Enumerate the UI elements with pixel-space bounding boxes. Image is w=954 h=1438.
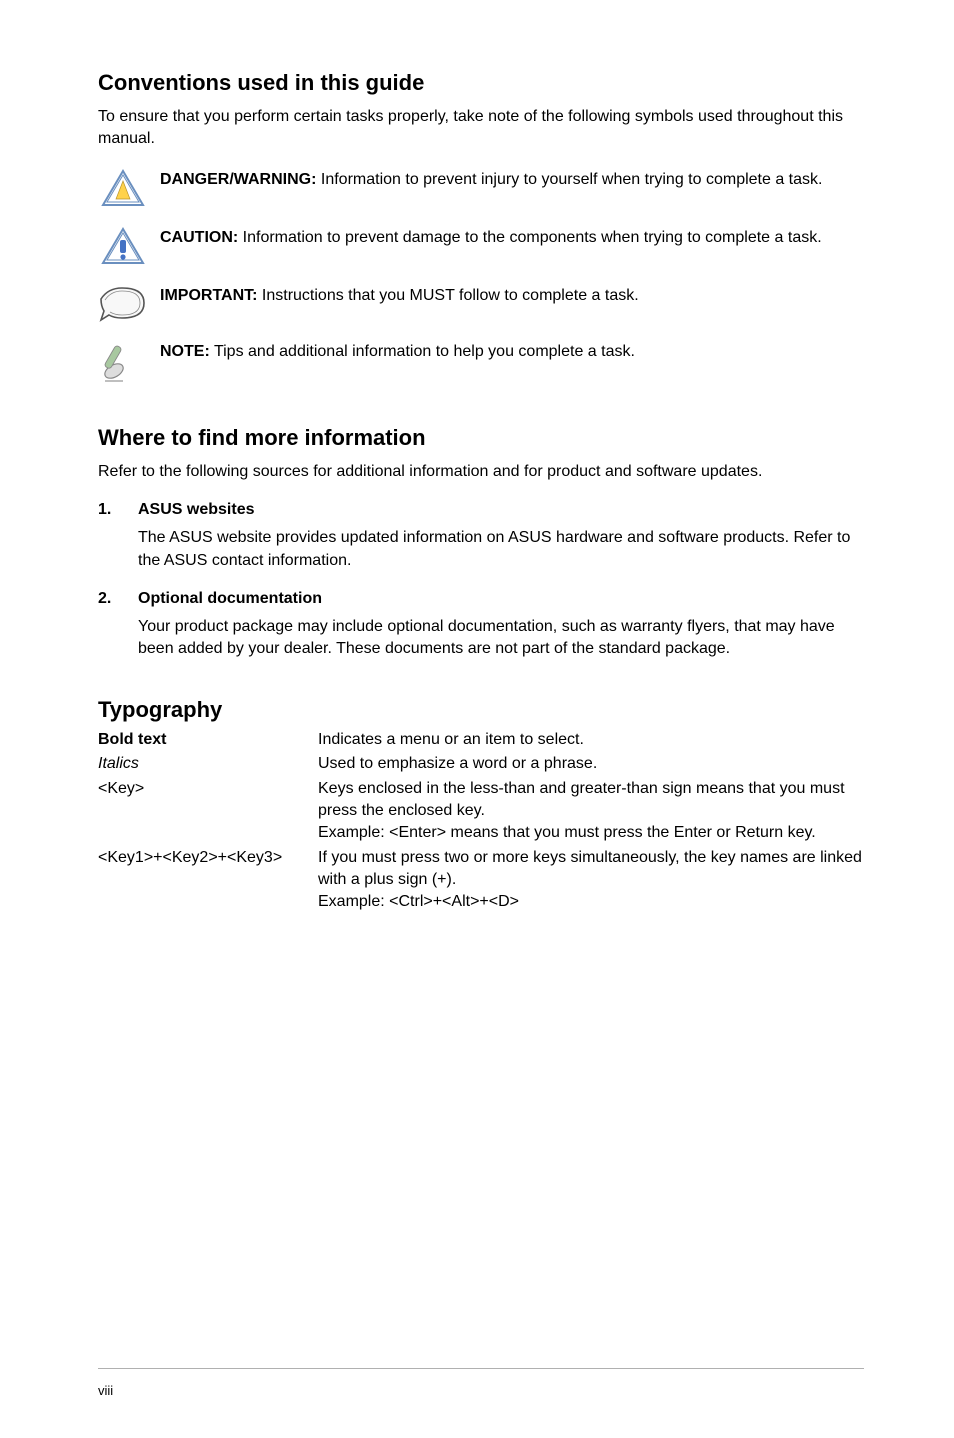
- where-item-2-head: 2. Optional documentation: [98, 590, 864, 608]
- typography-table: Bold text Indicates a menu or an item to…: [98, 729, 864, 914]
- conventions-intro: To ensure that you perform certain tasks…: [98, 106, 864, 151]
- where-item-2-heading: Optional documentation: [138, 590, 322, 608]
- content-area: Conventions used in this guide To ensure…: [98, 70, 864, 1368]
- note-caution-body: Information to prevent damage to the com…: [238, 229, 821, 246]
- typo-term-key: <Key>: [98, 778, 318, 845]
- where-intro: Refer to the following sources for addit…: [98, 461, 864, 483]
- important-icon: [98, 285, 148, 323]
- note-danger-body: Information to prevent injury to yoursel…: [316, 171, 822, 188]
- note-important-text: IMPORTANT: Instructions that you MUST fo…: [148, 285, 864, 307]
- note-important-body: Instructions that you MUST follow to com…: [257, 287, 638, 304]
- note-danger-text: DANGER/WARNING: Information to prevent i…: [148, 169, 864, 191]
- where-item-2: 2. Optional documentation Your product p…: [98, 590, 864, 661]
- note-note-label: NOTE:: [160, 343, 210, 360]
- typo-def-italics: Used to emphasize a word or a phrase.: [318, 753, 864, 775]
- typo-term-italics: Italics: [98, 753, 318, 775]
- typo-term-bold: Bold text: [98, 729, 318, 751]
- page-number: viii: [98, 1383, 113, 1398]
- note-note-text: NOTE: Tips and additional information to…: [148, 341, 864, 363]
- where-item-1: 1. ASUS websites The ASUS website provid…: [98, 501, 864, 572]
- note-important-label: IMPORTANT:: [160, 287, 257, 304]
- where-item-2-body: Your product package may include optiona…: [138, 616, 864, 661]
- note-note-body: Tips and additional information to help …: [210, 343, 635, 360]
- where-item-1-body: The ASUS website provides updated inform…: [138, 527, 864, 572]
- typography-title: Typography: [98, 697, 864, 723]
- note-caution-text: CAUTION: Information to prevent damage t…: [148, 227, 864, 249]
- footer: viii: [98, 1368, 864, 1398]
- note-note: NOTE: Tips and additional information to…: [98, 341, 864, 385]
- conventions-title: Conventions used in this guide: [98, 70, 864, 96]
- note-icon: [98, 341, 148, 385]
- where-item-1-head: 1. ASUS websites: [98, 501, 864, 519]
- typo-def-key: Keys enclosed in the less-than and great…: [318, 778, 864, 845]
- note-caution: CAUTION: Information to prevent damage t…: [98, 227, 864, 267]
- danger-icon: [98, 169, 148, 209]
- typo-def-key-2: Example: <Enter> means that you must pre…: [318, 822, 864, 844]
- typo-def-key-1: Keys enclosed in the less-than and great…: [318, 778, 864, 823]
- typo-def-bold: Indicates a menu or an item to select.: [318, 729, 864, 751]
- note-danger-label: DANGER/WARNING:: [160, 171, 316, 188]
- typo-def-keycombo-1: If you must press two or more keys simul…: [318, 847, 864, 892]
- caution-icon: [98, 227, 148, 267]
- typo-row-bold: Bold text Indicates a menu or an item to…: [98, 729, 864, 751]
- note-important: IMPORTANT: Instructions that you MUST fo…: [98, 285, 864, 323]
- where-item-2-num: 2.: [98, 590, 138, 608]
- typo-row-key: <Key> Keys enclosed in the less-than and…: [98, 778, 864, 845]
- typo-row-keycombo: <Key1>+<Key2>+<Key3> If you must press t…: [98, 847, 864, 914]
- typo-term-keycombo: <Key1>+<Key2>+<Key3>: [98, 847, 318, 914]
- where-title: Where to find more information: [98, 425, 864, 451]
- page: Conventions used in this guide To ensure…: [0, 0, 954, 1438]
- note-caution-label: CAUTION:: [160, 229, 238, 246]
- where-item-1-num: 1.: [98, 501, 138, 519]
- typo-def-keycombo: If you must press two or more keys simul…: [318, 847, 864, 914]
- where-item-1-heading: ASUS websites: [138, 501, 254, 519]
- typo-row-italics: Italics Used to emphasize a word or a ph…: [98, 753, 864, 775]
- typo-def-keycombo-2: Example: <Ctrl>+<Alt>+<D>: [318, 891, 864, 913]
- note-danger: DANGER/WARNING: Information to prevent i…: [98, 169, 864, 209]
